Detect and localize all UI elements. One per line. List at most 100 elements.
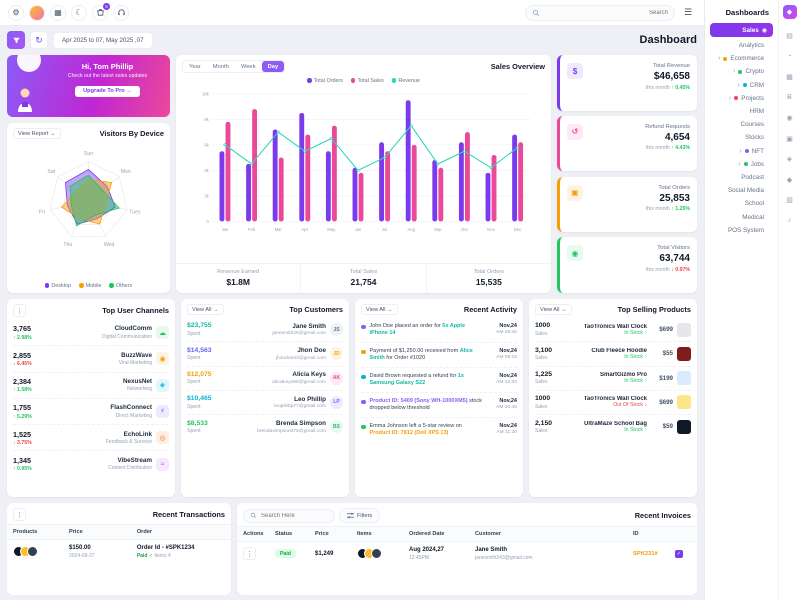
- stat-trend: this month 0.97%: [589, 267, 690, 273]
- rail-icon[interactable]: ◆: [786, 176, 793, 184]
- sidebar-item[interactable]: › Crypto: [705, 65, 778, 78]
- date-range-picker[interactable]: Apr 2025 to 07, May 2025 ,07: [53, 31, 153, 49]
- sidebar-item[interactable]: Stocks: [705, 131, 778, 144]
- sidebar-item[interactable]: › Projects: [705, 92, 778, 105]
- chevron-icon: ›: [718, 55, 721, 63]
- product-row[interactable]: 1,225 Sales SmartGizmo Pro In Stock $199: [535, 365, 691, 390]
- sidebar-item[interactable]: Medical: [705, 210, 778, 223]
- rail-icon[interactable]: ▤: [786, 33, 793, 41]
- support-headset-icon[interactable]: [113, 4, 129, 21]
- customer-name: Leo Phillip: [294, 395, 326, 403]
- customer-initials-avatar: JS: [330, 323, 343, 337]
- tab-month[interactable]: Month: [206, 61, 235, 72]
- rail-icon[interactable]: ▣: [786, 135, 793, 143]
- rail-icon[interactable]: ♪: [787, 217, 792, 225]
- promo-circle-decoration: [17, 55, 41, 72]
- sidebar-item-label: CRM: [749, 81, 764, 89]
- product-row[interactable]: 3,100 Sales Club Fleece Hoodie In Stock …: [535, 341, 691, 365]
- channel-value: 1,525: [13, 429, 31, 439]
- sidebar-item[interactable]: › Jobs: [705, 158, 778, 171]
- sidebar-item[interactable]: Sales ◉: [710, 23, 773, 37]
- invoice-actions-icon[interactable]: ⋮: [243, 547, 256, 561]
- sidebar-item[interactable]: › CRM: [705, 79, 778, 92]
- apps-grid-icon[interactable]: ▦: [50, 4, 66, 21]
- sidebar-item[interactable]: Courses: [705, 118, 778, 131]
- customer-row[interactable]: $12,075 Spent Alicia Keys aliciakeys98@g…: [187, 365, 343, 390]
- activity-item[interactable]: Product ID: 5409 (Sony WH-1000XM5) stock…: [361, 392, 517, 417]
- activity-text: John Doe placed an order for 5x Apple iP…: [369, 322, 466, 337]
- channel-icon: ⚡: [156, 404, 169, 418]
- sidebar-item[interactable]: › NFT: [705, 145, 778, 158]
- global-search[interactable]: [525, 4, 675, 21]
- app-logo-icon[interactable]: ◆: [782, 5, 797, 19]
- invoice-item-avatars: [357, 548, 409, 560]
- sidebar-item[interactable]: School: [705, 197, 778, 210]
- view-all-activity-link[interactable]: View All →: [361, 304, 398, 315]
- tab-week[interactable]: Week: [234, 61, 262, 72]
- top-selling-products-card: View All → Top Selling Products 1000 Sal…: [529, 299, 697, 497]
- refresh-button[interactable]: ↻: [30, 31, 48, 49]
- product-stock-status: In Stock: [556, 354, 647, 360]
- middle-grid: ⋮ Top User Channels 3,765 2.98%: [7, 299, 697, 497]
- rail-icon[interactable]: ▦: [786, 74, 793, 82]
- category-dot: [738, 136, 742, 140]
- invoice-search-input[interactable]: [261, 512, 339, 519]
- invoice-checkbox[interactable]: ✓: [675, 549, 683, 558]
- tab-year[interactable]: Year: [183, 61, 207, 72]
- channel-row[interactable]: 3,765 2.98% CloudComm Digital Communicat…: [13, 320, 169, 345]
- view-all-products-link[interactable]: View All →: [535, 304, 572, 315]
- channel-row[interactable]: 1,345 0.95% VibeStream Content Distribut…: [13, 450, 169, 476]
- product-row[interactable]: 1000 Sales TaoTronics Wall Clock In Stoc…: [535, 318, 691, 341]
- user-avatar[interactable]: [29, 4, 45, 21]
- customer-row[interactable]: $23,755 Spent Jane Smith janesmith25@gma…: [187, 318, 343, 341]
- customer-row[interactable]: $8,533 Spent Brenda Simpson brendasimpso…: [187, 414, 343, 438]
- menu-hamburger-icon[interactable]: ☰: [680, 4, 696, 21]
- channel-row[interactable]: 1,525 3.75% EchoLink Feedback & Surveys …: [13, 424, 169, 450]
- settings-gear-icon[interactable]: ⚙: [8, 4, 24, 21]
- invoice-search[interactable]: [243, 508, 339, 523]
- product-stock-status: Out Of Stock: [554, 402, 647, 408]
- upgrade-pro-button[interactable]: Upgrade To Pro →: [75, 85, 140, 97]
- channel-row[interactable]: 2,855 6.45% BuzzWave Viral Marketing ◉: [13, 345, 169, 371]
- rail-icon[interactable]: ◈: [786, 156, 793, 164]
- filters-button[interactable]: Filters: [339, 508, 381, 523]
- product-price: $699: [659, 326, 673, 334]
- rail-icon[interactable]: ▥: [786, 197, 793, 205]
- customer-row[interactable]: $10,465 Spent Leo Phillip leophillip77@g…: [187, 389, 343, 414]
- tab-day[interactable]: Day: [261, 61, 285, 72]
- sidebar-item[interactable]: HRM: [705, 105, 778, 118]
- channel-name: CloudComm: [114, 325, 152, 333]
- rail-icon[interactable]: ◉: [786, 115, 793, 123]
- view-all-customers-link[interactable]: View All →: [187, 304, 224, 315]
- transaction-items: Items 4: [154, 552, 171, 559]
- channel-row[interactable]: 1,755 5.29% FlashConnect Direct Marketin…: [13, 397, 169, 424]
- channel-change: 3.75%: [13, 440, 32, 446]
- transactions-options-icon[interactable]: ⋮: [13, 508, 26, 521]
- sidebar-item[interactable]: Podcast: [705, 171, 778, 184]
- product-row[interactable]: 2,150 Sales UltraMaze School Bag In Stoc…: [535, 414, 691, 438]
- transaction-row[interactable]: $150.00 2024-08-27 Order Id - #SPK1234 Pai…: [7, 540, 231, 564]
- rail-icon[interactable]: Ƀ: [787, 94, 792, 102]
- filter-button[interactable]: [7, 31, 25, 49]
- sidebar-item[interactable]: Analytics: [705, 39, 778, 52]
- category-dot: [744, 149, 749, 154]
- activity-item[interactable]: David Brown requested a refund for 1x Sa…: [361, 367, 517, 392]
- sidebar-item[interactable]: Social Media: [705, 184, 778, 197]
- channel-row[interactable]: 2,384 1.58% NexusNet Networking ◈: [13, 371, 169, 398]
- sidebar-item[interactable]: POS System: [705, 224, 778, 237]
- more-options-icon[interactable]: ⋮: [13, 304, 26, 317]
- cart-bag-icon[interactable]: 5: [92, 2, 110, 21]
- product-thumbnail: [677, 322, 691, 337]
- product-row[interactable]: 1000 Sales TaoTronics Wall Clock Out Of …: [535, 389, 691, 414]
- rail-icon[interactable]: ◔: [787, 53, 792, 61]
- sidebar-item[interactable]: › Ecommerce: [705, 52, 778, 65]
- sliders-icon: [347, 512, 354, 519]
- activity-item[interactable]: John Doe placed an order for 5x Apple iP…: [361, 318, 517, 342]
- activity-item[interactable]: Emma Johnson left a 5-star review on Pro…: [361, 417, 517, 442]
- view-report-link[interactable]: View Report →: [13, 128, 61, 139]
- search-input[interactable]: [544, 9, 668, 16]
- customer-row[interactable]: $14,563 Spent Jhon Doe jhondoe43@gmail.c…: [187, 341, 343, 365]
- theme-moon-icon[interactable]: ☾: [71, 4, 87, 21]
- stat-icon: $: [567, 63, 583, 79]
- activity-item[interactable]: Payment of $1,250.00 received from Alice…: [361, 342, 517, 367]
